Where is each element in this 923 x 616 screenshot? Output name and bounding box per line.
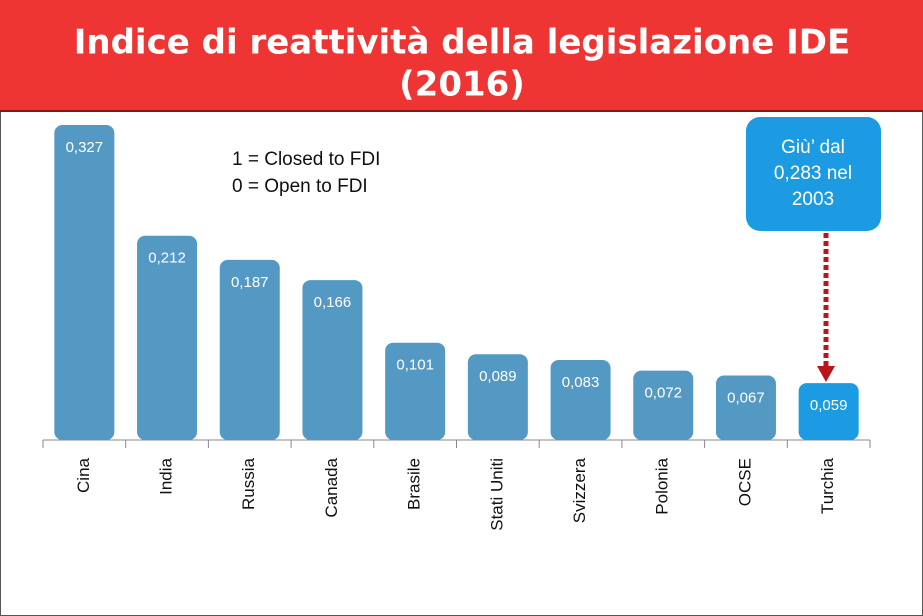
- bar: [633, 370, 694, 440]
- chart-title: Indice di reattività della legislazione …: [74, 23, 851, 63]
- annotation: 0 = Open to FDI: [232, 176, 368, 197]
- callout-box: [746, 117, 881, 231]
- callout-text: Giù’ dal: [781, 137, 845, 158]
- value-label: 0,089: [479, 368, 517, 385]
- value-label: 0,212: [148, 250, 186, 267]
- callout-text: 2003: [792, 189, 834, 210]
- value-label: 0,059: [810, 397, 848, 414]
- x-tick-label: Russia: [239, 457, 258, 510]
- bar: [798, 383, 859, 440]
- annotation: 1 = Closed to FDI: [232, 149, 380, 170]
- value-label: 0,101: [396, 357, 434, 374]
- bar: [219, 259, 280, 440]
- x-tick-label: OCSE: [735, 458, 754, 506]
- value-label: 0,166: [314, 294, 352, 311]
- x-tick-label: India: [157, 457, 176, 494]
- bar: [54, 125, 115, 440]
- bar: [137, 235, 198, 440]
- bar: [550, 360, 611, 440]
- value-label: 0,187: [231, 274, 269, 291]
- bar: [302, 280, 363, 440]
- value-label: 0,083: [562, 374, 600, 391]
- value-label: 0,072: [644, 385, 682, 402]
- x-tick-label: Polonia: [653, 457, 672, 514]
- bar: [385, 342, 446, 440]
- callout-text: 0,283 nel: [774, 163, 852, 184]
- x-tick-label: Svizzera: [570, 457, 589, 523]
- x-tick-label: Stati Uniti: [487, 458, 506, 531]
- arrow-head: [817, 366, 835, 382]
- header: [0, 0, 923, 111]
- value-label: 0,067: [727, 389, 765, 406]
- x-tick-label: Brasile: [405, 458, 424, 510]
- x-tick-label: Canada: [322, 457, 341, 517]
- x-tick-label: Cina: [74, 457, 93, 493]
- chart-title: (2016): [399, 65, 525, 105]
- x-tick-label: Turchia: [818, 457, 837, 514]
- bar: [715, 375, 776, 440]
- value-label: 0,327: [66, 139, 104, 156]
- bar: [467, 354, 528, 440]
